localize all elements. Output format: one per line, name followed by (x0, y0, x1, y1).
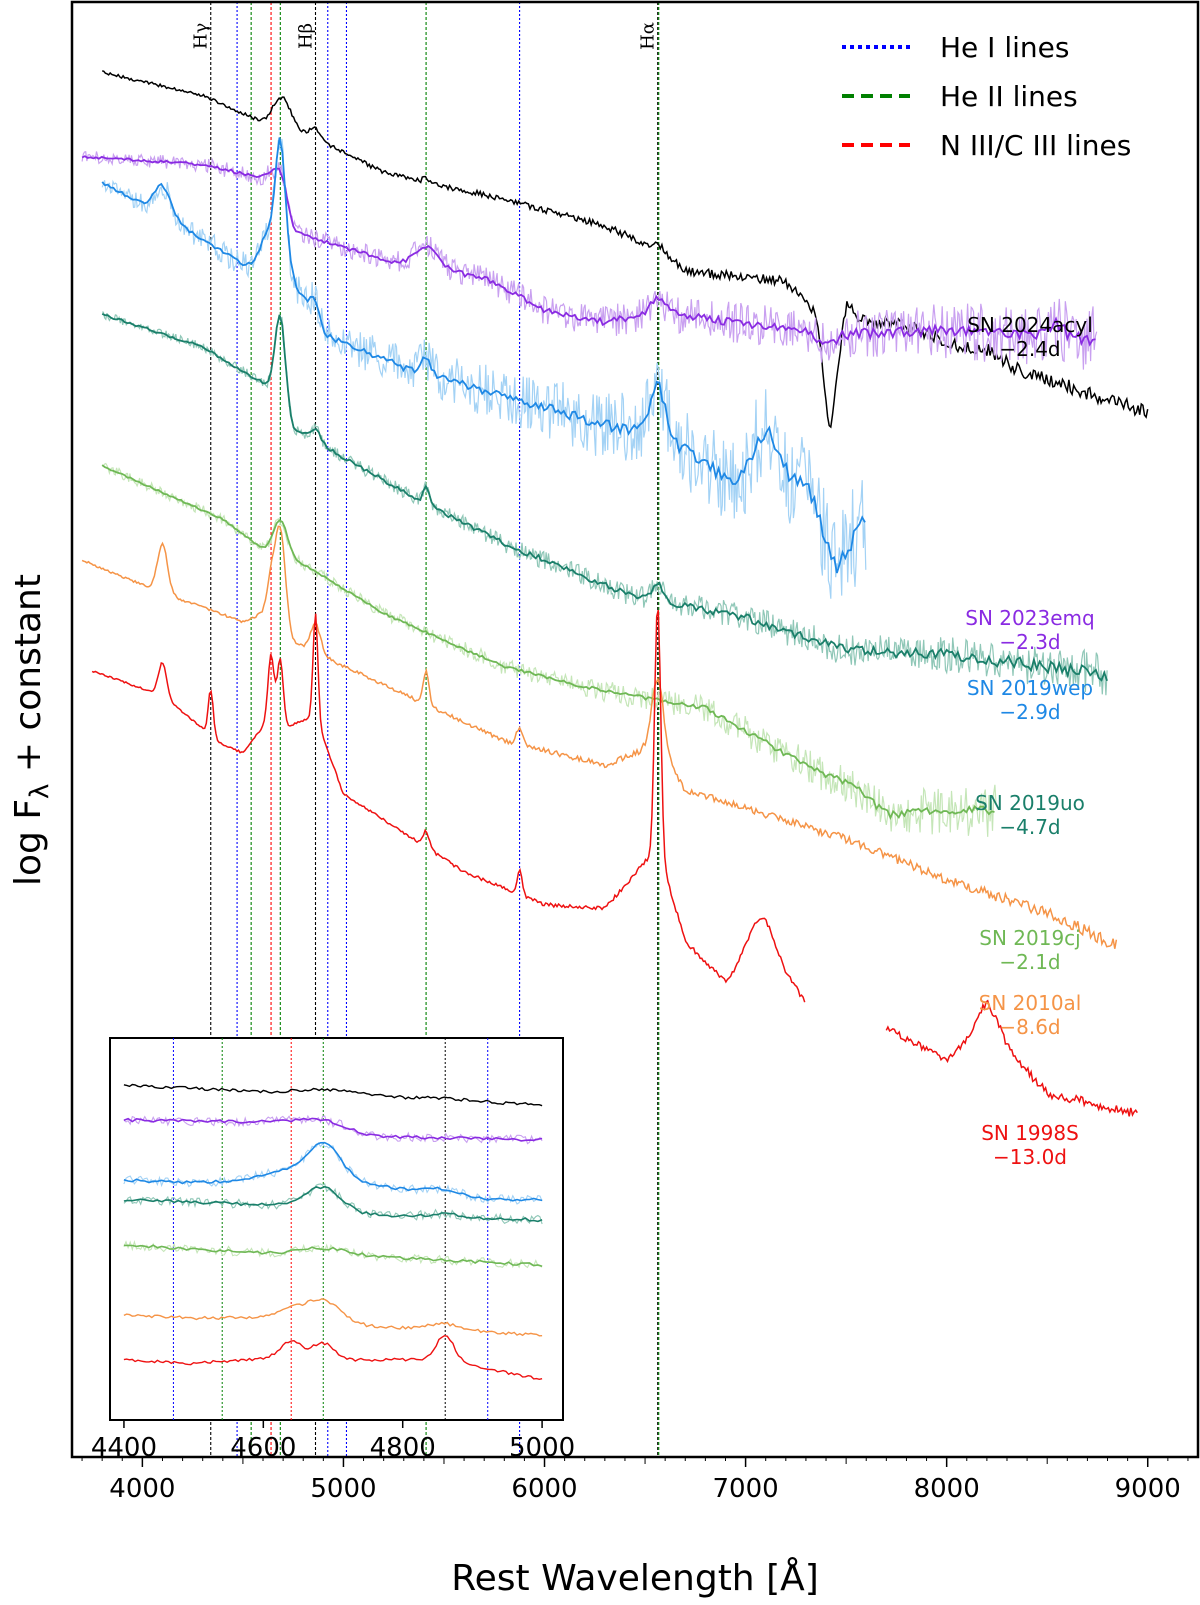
series-trace (91, 609, 806, 1003)
inset-raw-trace (123, 1141, 543, 1205)
series-sn-1998s (91, 609, 1138, 1117)
x-tick-label: 5000 (310, 1474, 376, 1504)
inset-series (123, 1083, 543, 1107)
inset-trace (123, 1298, 543, 1337)
y-axis-label-sub: λ (25, 784, 55, 799)
series-label-phase: −4.7d (999, 815, 1060, 839)
plot-frame (70, 0, 1200, 1459)
inset-series (123, 1240, 543, 1269)
series-raw-trace (81, 150, 1098, 370)
inset-raw-trace (123, 1114, 543, 1145)
inset-smoothed-trace (123, 1141, 543, 1202)
inset-smoothed-trace (123, 1244, 543, 1268)
reference-line-label: Hγ (191, 23, 212, 49)
series-trace (885, 999, 1138, 1117)
series-labels: SN 2024acyl−2.4d SN 2023emq−2.3d SN 2019we… (965, 313, 1094, 1169)
series-raw-trace (102, 311, 1108, 696)
series-smoothed-trace (101, 137, 866, 574)
series-label-name: SN 2019uo (975, 791, 1085, 815)
series-label-name: SN 2019wep (967, 676, 1093, 700)
legend-entry: He II lines (940, 80, 1078, 113)
inset-x-tick-label: 4400 (91, 1433, 157, 1463)
series-sn-2019wep (101, 137, 867, 599)
legend: He I lines He II lines N III/C III lines (842, 31, 1131, 162)
x-tick-label: 8000 (914, 1474, 980, 1504)
legend-entry: He I lines (940, 31, 1069, 64)
inset-series (123, 1141, 543, 1205)
inset-trace (123, 1083, 543, 1107)
inset-x-tick-label: 4800 (370, 1433, 436, 1463)
series-sn-2024acyl (102, 70, 1149, 429)
reference-line-labels: Hγ Hβ Hα (191, 22, 659, 50)
series-label-name: SN 2019cj (979, 926, 1080, 950)
inset-smoothed-trace (123, 1185, 543, 1223)
inset-series (123, 1114, 543, 1145)
y-axis-label-suffix: + constant (8, 574, 49, 784)
x-tick-label: 7000 (713, 1474, 779, 1504)
series-label-name: SN 1998S (981, 1121, 1079, 1145)
inset-chart: 4400 4600 4800 5000 (91, 1037, 575, 1463)
series-smoothed-trace (101, 464, 995, 821)
series-label-phase: −2.4d (999, 337, 1060, 361)
x-axis: 4000 5000 6000 7000 8000 9000 (81, 1457, 1189, 1504)
series-sn-2019uo (101, 311, 1108, 696)
inset-series (123, 1298, 543, 1337)
series-label-name: SN 2010al (979, 991, 1082, 1015)
inset-frame (109, 1037, 564, 1421)
x-tick-label: 4000 (109, 1474, 175, 1504)
series-trace (81, 525, 1118, 949)
x-tick-label: 9000 (1115, 1474, 1181, 1504)
series-label-phase: −8.6d (999, 1015, 1060, 1039)
series-label-name: SN 2024acyl (967, 313, 1093, 337)
y-axis-label-main: log F (8, 799, 49, 886)
series-raw-trace (101, 462, 997, 837)
series-label-name: SN 2023emq (965, 606, 1094, 630)
inset-trace (123, 1334, 543, 1381)
series-sn-2023emq (81, 150, 1098, 370)
series-label-phase: −13.0d (993, 1145, 1067, 1169)
x-axis-label: Rest Wavelength [Å] (451, 1556, 819, 1599)
series-smoothed-trace (101, 312, 1108, 682)
series-trace (102, 70, 1149, 429)
inset-x-tick-label: 5000 (509, 1433, 575, 1463)
y-axis-label: log Fλ + constant (8, 574, 55, 886)
legend-entry: N III/C III lines (940, 129, 1131, 162)
series-label-phase: −2.9d (999, 700, 1060, 724)
reference-line-label: Hα (638, 22, 659, 50)
inset-series (123, 1334, 543, 1381)
series-sn-2019cj (101, 462, 997, 837)
series-label-phase: −2.3d (999, 630, 1060, 654)
series-sn-2010al (81, 525, 1118, 949)
x-tick-label: 6000 (511, 1474, 577, 1504)
reference-line-label: Hβ (295, 23, 316, 49)
series-raw-trace (101, 138, 867, 599)
series-smoothed-trace (81, 155, 1096, 347)
spectra-series (81, 70, 1149, 1117)
inset-smoothed-trace (123, 1117, 543, 1142)
inset-series (123, 1182, 543, 1225)
series-label-phase: −2.1d (999, 950, 1060, 974)
